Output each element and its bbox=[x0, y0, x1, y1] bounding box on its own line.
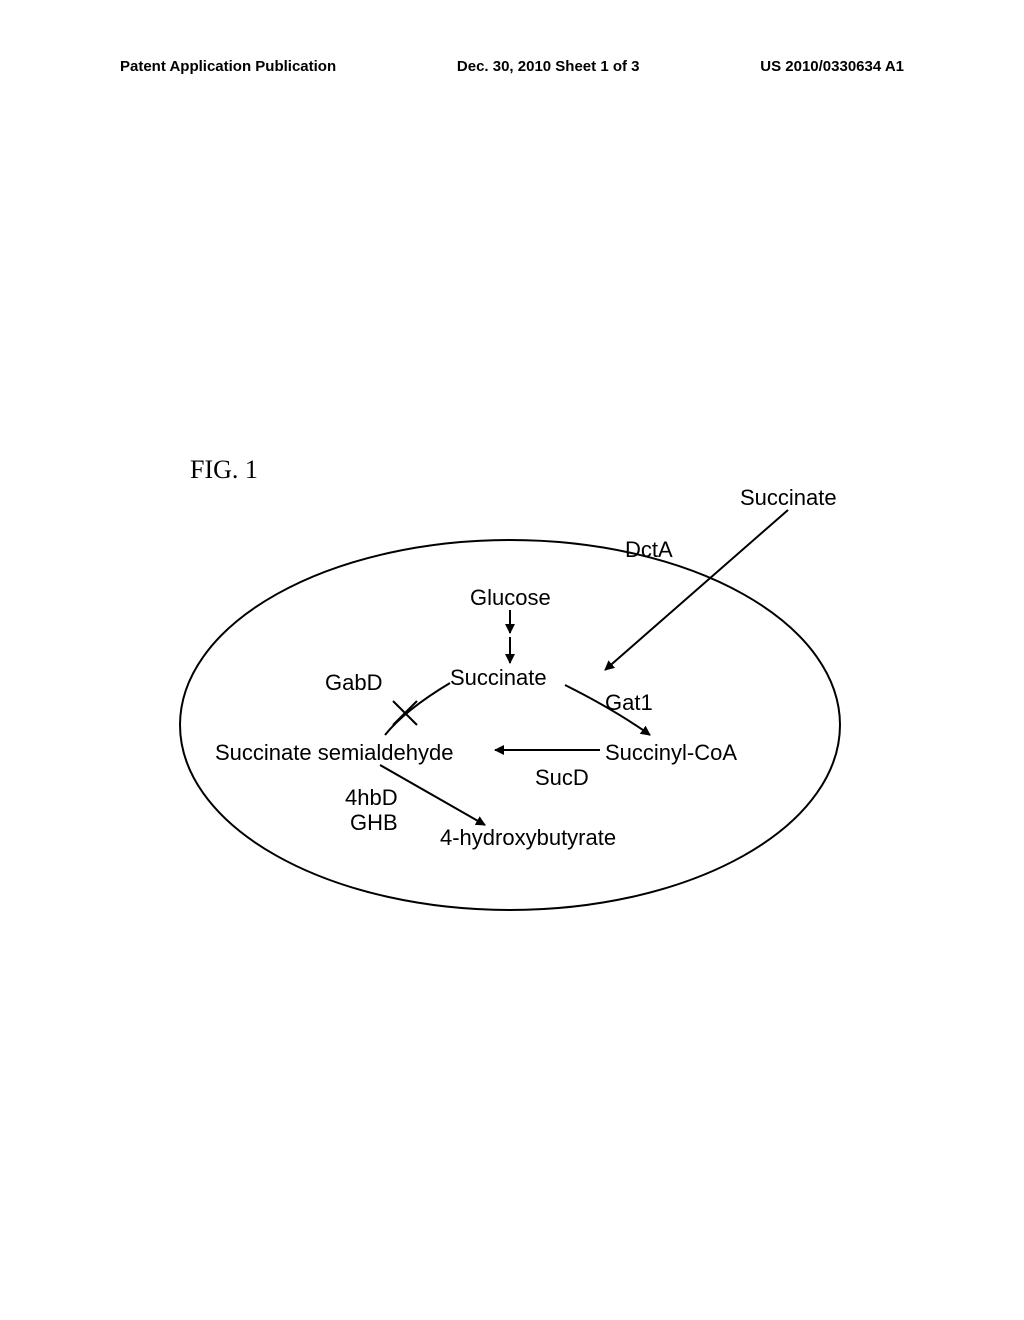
header-center: Dec. 30, 2010 Sheet 1 of 3 bbox=[336, 58, 760, 75]
page-header: Patent Application Publication Dec. 30, … bbox=[120, 58, 904, 75]
node-gat1: Gat1 bbox=[605, 690, 653, 716]
node-succinate-out: Succinate bbox=[740, 485, 837, 511]
node-glucose: Glucose bbox=[470, 585, 551, 611]
header-left: Patent Application Publication bbox=[120, 58, 336, 75]
node-dcta: DctA bbox=[625, 537, 673, 563]
node-ghb: GHB bbox=[350, 810, 398, 836]
node-succinyl-coa: Succinyl-CoA bbox=[605, 740, 737, 766]
node-4hbd: 4hbD bbox=[345, 785, 398, 811]
pathway-diagram: Succinate DctA Glucose Succinate GabD Ga… bbox=[150, 475, 870, 945]
node-4hb: 4-hydroxybutyrate bbox=[440, 825, 616, 851]
node-sucd: SucD bbox=[535, 765, 589, 791]
diagram-svg bbox=[150, 475, 870, 945]
node-gabd: GabD bbox=[325, 670, 382, 696]
header-right: US 2010/0330634 A1 bbox=[760, 58, 904, 75]
node-succinate-in: Succinate bbox=[450, 665, 547, 691]
node-ssa: Succinate semialdehyde bbox=[215, 740, 453, 766]
